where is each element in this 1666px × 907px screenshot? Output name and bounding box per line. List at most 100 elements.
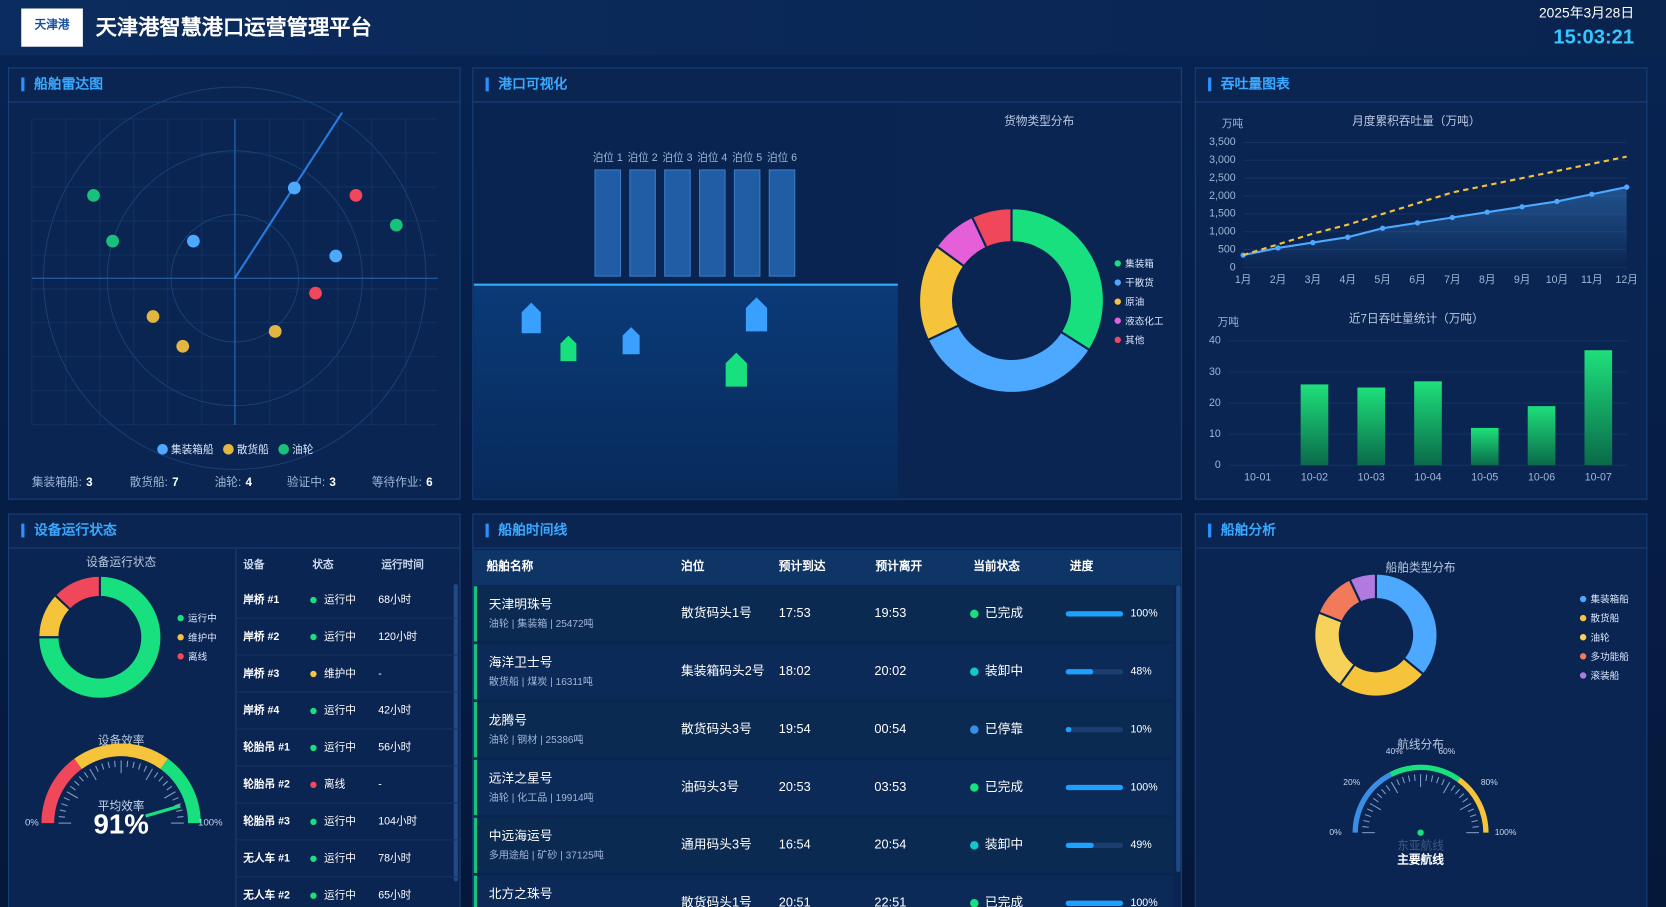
- ship-name: 龙腾号: [489, 713, 527, 728]
- status: 已完成: [985, 779, 1023, 794]
- status: 已停靠: [985, 721, 1023, 736]
- chart-title: 航线分布: [1397, 738, 1444, 752]
- gauge-route: 东亚航线: [1397, 839, 1444, 853]
- panel-title-bar: [485, 77, 489, 92]
- status-dot: [310, 633, 317, 641]
- bar: [1300, 384, 1329, 466]
- stat-label: 集装箱船:: [32, 475, 82, 489]
- progress-bar: [1065, 842, 1094, 849]
- legend-label: 集装箱: [1125, 258, 1154, 270]
- gauge-label: 平均效率: [98, 799, 145, 813]
- y-tick-label: 40: [1209, 335, 1221, 347]
- panel-title: 吞吐量图表: [1221, 76, 1290, 92]
- legend-swatch: [1114, 260, 1121, 267]
- status-dot: [310, 707, 317, 715]
- berth-label: 泊位 5: [732, 151, 762, 164]
- x-tick-label: 3月: [1305, 274, 1322, 286]
- legend-swatch: [177, 653, 184, 660]
- table-header: 泊位: [681, 559, 705, 573]
- progress-bar: [1065, 784, 1124, 791]
- gauge-tick: [1471, 819, 1478, 823]
- x-tick-label: 2月: [1270, 274, 1287, 286]
- y-tick-label: 2,000: [1209, 190, 1236, 202]
- cell: 通用码头3号: [681, 837, 752, 852]
- legend-swatch: [157, 443, 168, 455]
- ship-dot: [389, 218, 403, 232]
- table-cell: -: [378, 668, 382, 680]
- ship-name: 中远海运号: [489, 828, 553, 843]
- gauge-tick: [162, 780, 169, 786]
- ship-name: 海洋卫士号: [489, 655, 553, 670]
- status-dot: [310, 818, 317, 826]
- gauge-tick: [1459, 802, 1472, 811]
- table-cell: 岸桥 #2: [243, 630, 279, 643]
- gauge-tick: [132, 761, 135, 769]
- gauge-tick: [1385, 785, 1391, 791]
- line-point: [1379, 225, 1386, 231]
- ship-dot: [329, 249, 343, 263]
- cell: 22:51: [874, 895, 906, 907]
- cell: 18:02: [779, 663, 811, 678]
- chart-title: 月度累积吞吐量（万吨）: [1352, 114, 1480, 128]
- gauge-tick: [63, 797, 70, 801]
- legend-label: 原油: [1125, 296, 1144, 308]
- legend-label: 液态化工: [1125, 315, 1164, 327]
- line-point: [1449, 214, 1455, 221]
- gauge-band: [74, 743, 168, 769]
- legend-swatch: [1114, 336, 1121, 344]
- table-cell: 78小时: [378, 852, 411, 865]
- table-cell: 运行中: [324, 593, 356, 606]
- timeline-row: [473, 875, 1173, 907]
- table-cell: 维护中: [324, 667, 356, 680]
- gauge-tick-label: 100%: [198, 818, 223, 829]
- gauge-tick: [1442, 781, 1451, 794]
- y-tick-label: 0: [1230, 261, 1236, 273]
- stat: 集装箱船: 3: [32, 475, 93, 489]
- legend-label: 运行中: [188, 613, 217, 625]
- legend-label: 散货船: [237, 443, 269, 456]
- gauge-tick: [70, 785, 76, 791]
- chart-title: 设备效率: [98, 733, 145, 747]
- gauge-tick-label: 20%: [1343, 777, 1360, 787]
- row-accent: [473, 875, 478, 907]
- timeline-row: [473, 644, 1173, 700]
- gauge-tick: [78, 776, 84, 782]
- cell: 19:53: [874, 605, 906, 620]
- cell: 20:51: [779, 895, 811, 907]
- donut-segment: [1010, 207, 1105, 352]
- table-header: 设备: [243, 558, 265, 571]
- gauge-tick: [1458, 793, 1465, 799]
- gauge-tick: [66, 791, 79, 799]
- panel-title: 船舶时间线: [498, 522, 567, 538]
- table-cell: -: [378, 779, 382, 791]
- table-cell: 离线: [324, 778, 346, 791]
- stat: 油轮: 4: [215, 475, 253, 489]
- legend-swatch: [1579, 672, 1587, 679]
- ship-detail: 油轮 | 钢材 | 25386吨: [489, 733, 584, 746]
- bar: [1584, 350, 1613, 466]
- logo-text: 天津港: [35, 18, 70, 32]
- table-cell: 120小时: [378, 630, 417, 643]
- gauge-tick: [101, 763, 105, 770]
- panel-title: 船舶分析: [1221, 522, 1276, 538]
- date: 2025年3月28日: [1539, 5, 1634, 20]
- status-dot: [310, 892, 317, 899]
- stat-value: 3: [86, 476, 93, 489]
- status: 已完成: [985, 605, 1023, 620]
- gauge-tick: [174, 803, 181, 807]
- gauge-tick-label: 100%: [1495, 827, 1517, 837]
- gauge-tick-label: 0%: [1329, 827, 1342, 837]
- status-dot: [310, 855, 317, 862]
- bar: [1357, 387, 1386, 466]
- status-dot: [970, 899, 979, 907]
- gauge-tick: [138, 763, 142, 770]
- y-tick-label: 20: [1209, 397, 1221, 409]
- donut-segment: [37, 574, 163, 700]
- cell: 17:53: [779, 605, 811, 620]
- status-dot: [970, 783, 979, 792]
- gauge-tick-label: 0%: [25, 818, 39, 829]
- ship-detail: 油轮 | 化工品 | 19914吨: [489, 791, 594, 804]
- progress-bar: [1065, 726, 1072, 733]
- y-tick-label: 3,500: [1209, 136, 1236, 148]
